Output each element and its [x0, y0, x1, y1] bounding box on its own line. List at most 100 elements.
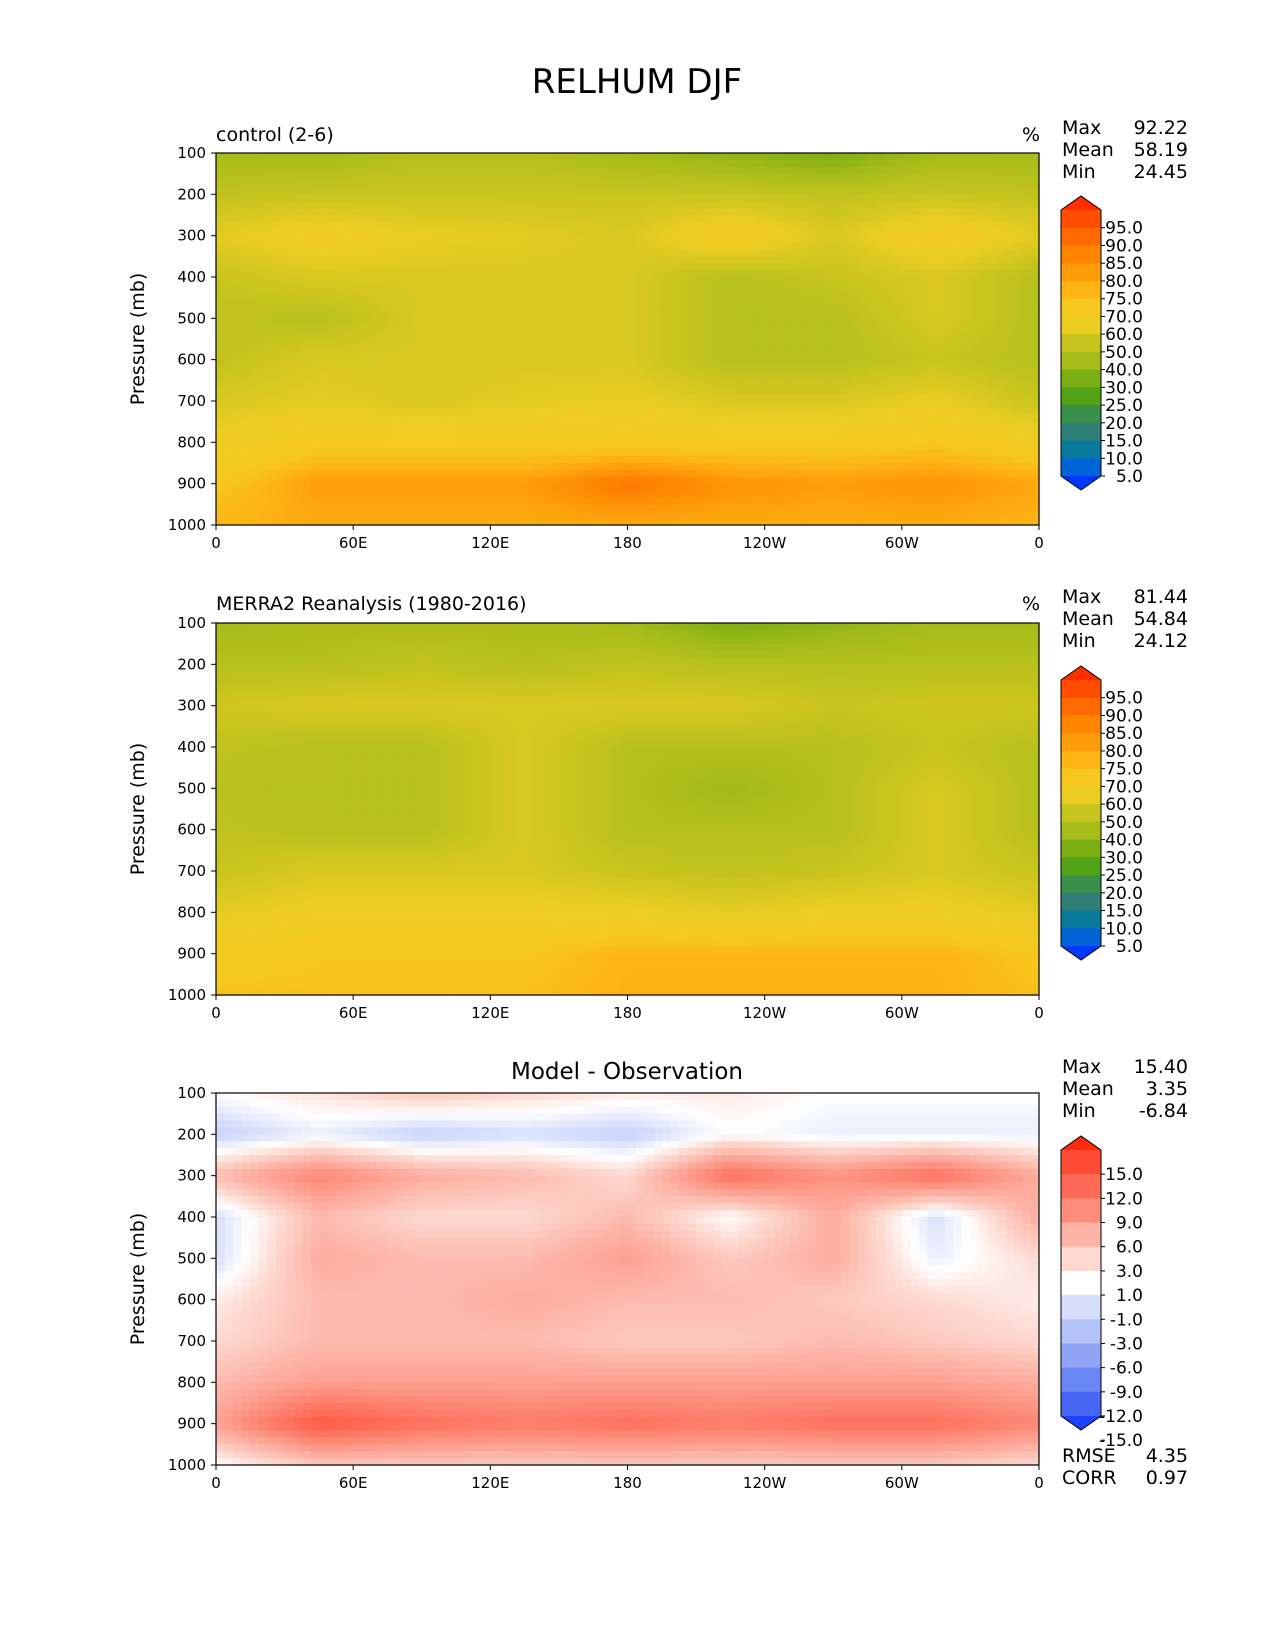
heatmap-cell	[430, 325, 440, 333]
heatmap-cell	[790, 180, 800, 189]
heatmap-cell	[884, 311, 894, 319]
heatmap-cell	[850, 387, 860, 395]
heatmap-cell	[978, 208, 989, 216]
heatmap-cell	[987, 263, 997, 271]
heatmap-cell	[978, 380, 989, 388]
heatmap-cell	[421, 442, 431, 450]
heatmap-cell	[361, 290, 371, 299]
heatmap-cell	[756, 387, 766, 395]
heatmap-cell	[618, 290, 629, 299]
heatmap-cell	[310, 469, 320, 478]
heatmap-cell	[481, 366, 491, 375]
heatmap-cell	[798, 463, 809, 471]
heatmap-cell	[378, 297, 389, 306]
heatmap-cell	[464, 235, 474, 244]
heatmap-cell	[396, 504, 406, 512]
heatmap-cell	[721, 235, 731, 244]
heatmap-cell	[816, 194, 826, 202]
heatmap-cell	[807, 380, 817, 388]
heatmap-cell	[327, 490, 337, 499]
heatmap-cell	[636, 504, 646, 512]
heatmap-cell	[618, 490, 629, 499]
heatmap-cell	[670, 290, 680, 299]
heatmap-cell	[250, 435, 260, 443]
heatmap-cell	[378, 421, 389, 430]
heatmap-cell	[627, 476, 637, 485]
heatmap-cell	[618, 504, 629, 512]
heatmap-cell	[738, 173, 749, 182]
heatmap-cell	[696, 414, 706, 423]
heatmap-cell	[584, 215, 594, 223]
heatmap-cell	[687, 159, 697, 168]
heatmap-cell	[953, 297, 963, 306]
heatmap-cell	[953, 256, 963, 264]
heatmap-cell	[807, 428, 817, 437]
heatmap-cell	[670, 339, 680, 347]
heatmap-cell	[387, 187, 397, 195]
heatmap-cell	[987, 394, 997, 402]
heatmap-cell	[490, 194, 500, 202]
heatmap-cell	[687, 339, 697, 347]
heatmap-cell	[216, 187, 226, 195]
heatmap-cell	[918, 283, 929, 292]
heatmap-cell	[404, 263, 414, 271]
heatmap-cell	[910, 352, 920, 361]
heatmap-cell	[516, 173, 526, 182]
heatmap-cell	[884, 345, 894, 354]
heatmap-cell	[833, 242, 843, 251]
heatmap-cell	[901, 345, 911, 354]
heatmap-cell	[978, 277, 989, 285]
heatmap-cell	[927, 228, 937, 237]
heatmap-cell	[927, 194, 937, 202]
heatmap-cell	[361, 277, 371, 285]
heatmap-cell	[396, 414, 406, 423]
heatmap-cell	[610, 208, 620, 216]
heatmap-cell	[893, 194, 903, 202]
heatmap-cell	[550, 407, 560, 416]
heatmap-cell	[241, 263, 251, 271]
heatmap-control: 0 60E 120E 180 120W 60W 0100200300400500600700…	[127, 144, 1044, 552]
heatmap-cell	[798, 359, 809, 368]
heatmap-cell	[250, 153, 260, 161]
heatmap-cell	[627, 332, 637, 340]
heatmap-cell	[944, 173, 954, 182]
heatmap-cell	[901, 194, 911, 202]
heatmap-cell	[884, 270, 894, 278]
heatmap-cell	[636, 359, 646, 368]
heatmap-cell	[1030, 449, 1040, 457]
heatmap-cell	[233, 187, 243, 195]
heatmap-cell	[224, 215, 234, 223]
heatmap-cell	[790, 187, 800, 195]
heatmap-cell	[807, 173, 817, 182]
heatmap-cell	[653, 235, 663, 244]
heatmap-cell	[841, 352, 851, 361]
heatmap-cell	[970, 428, 980, 437]
heatmap-cell	[524, 373, 534, 381]
heatmap-cell	[276, 311, 286, 319]
heatmap-cell	[816, 249, 826, 257]
heatmap-cell	[953, 490, 963, 499]
heatmap-cell	[456, 504, 466, 512]
heatmap-cell	[678, 283, 689, 292]
heatmap-cell	[918, 263, 929, 271]
heatmap-cell	[756, 304, 766, 313]
heatmap-cell	[233, 194, 243, 202]
heatmap-cell	[421, 263, 431, 271]
heatmap-cell	[816, 187, 826, 195]
heatmap-cell	[996, 456, 1006, 464]
heatmap-cell	[876, 180, 886, 189]
heatmap-cell	[730, 290, 740, 299]
heatmap-cell	[816, 297, 826, 306]
heatmap-cell	[456, 304, 466, 313]
heatmap-cell	[473, 270, 483, 278]
heatmap-cell	[936, 442, 946, 450]
heatmap-cell	[396, 352, 406, 361]
heatmap-cell	[756, 221, 766, 230]
heatmap-cell	[918, 456, 929, 464]
heatmap-cell	[816, 476, 826, 485]
heatmap-cell	[670, 194, 680, 202]
heatmap-cell	[704, 159, 714, 168]
heatmap-cell	[730, 345, 740, 354]
heatmap-cell	[721, 159, 731, 168]
heatmap-cell	[301, 318, 311, 326]
